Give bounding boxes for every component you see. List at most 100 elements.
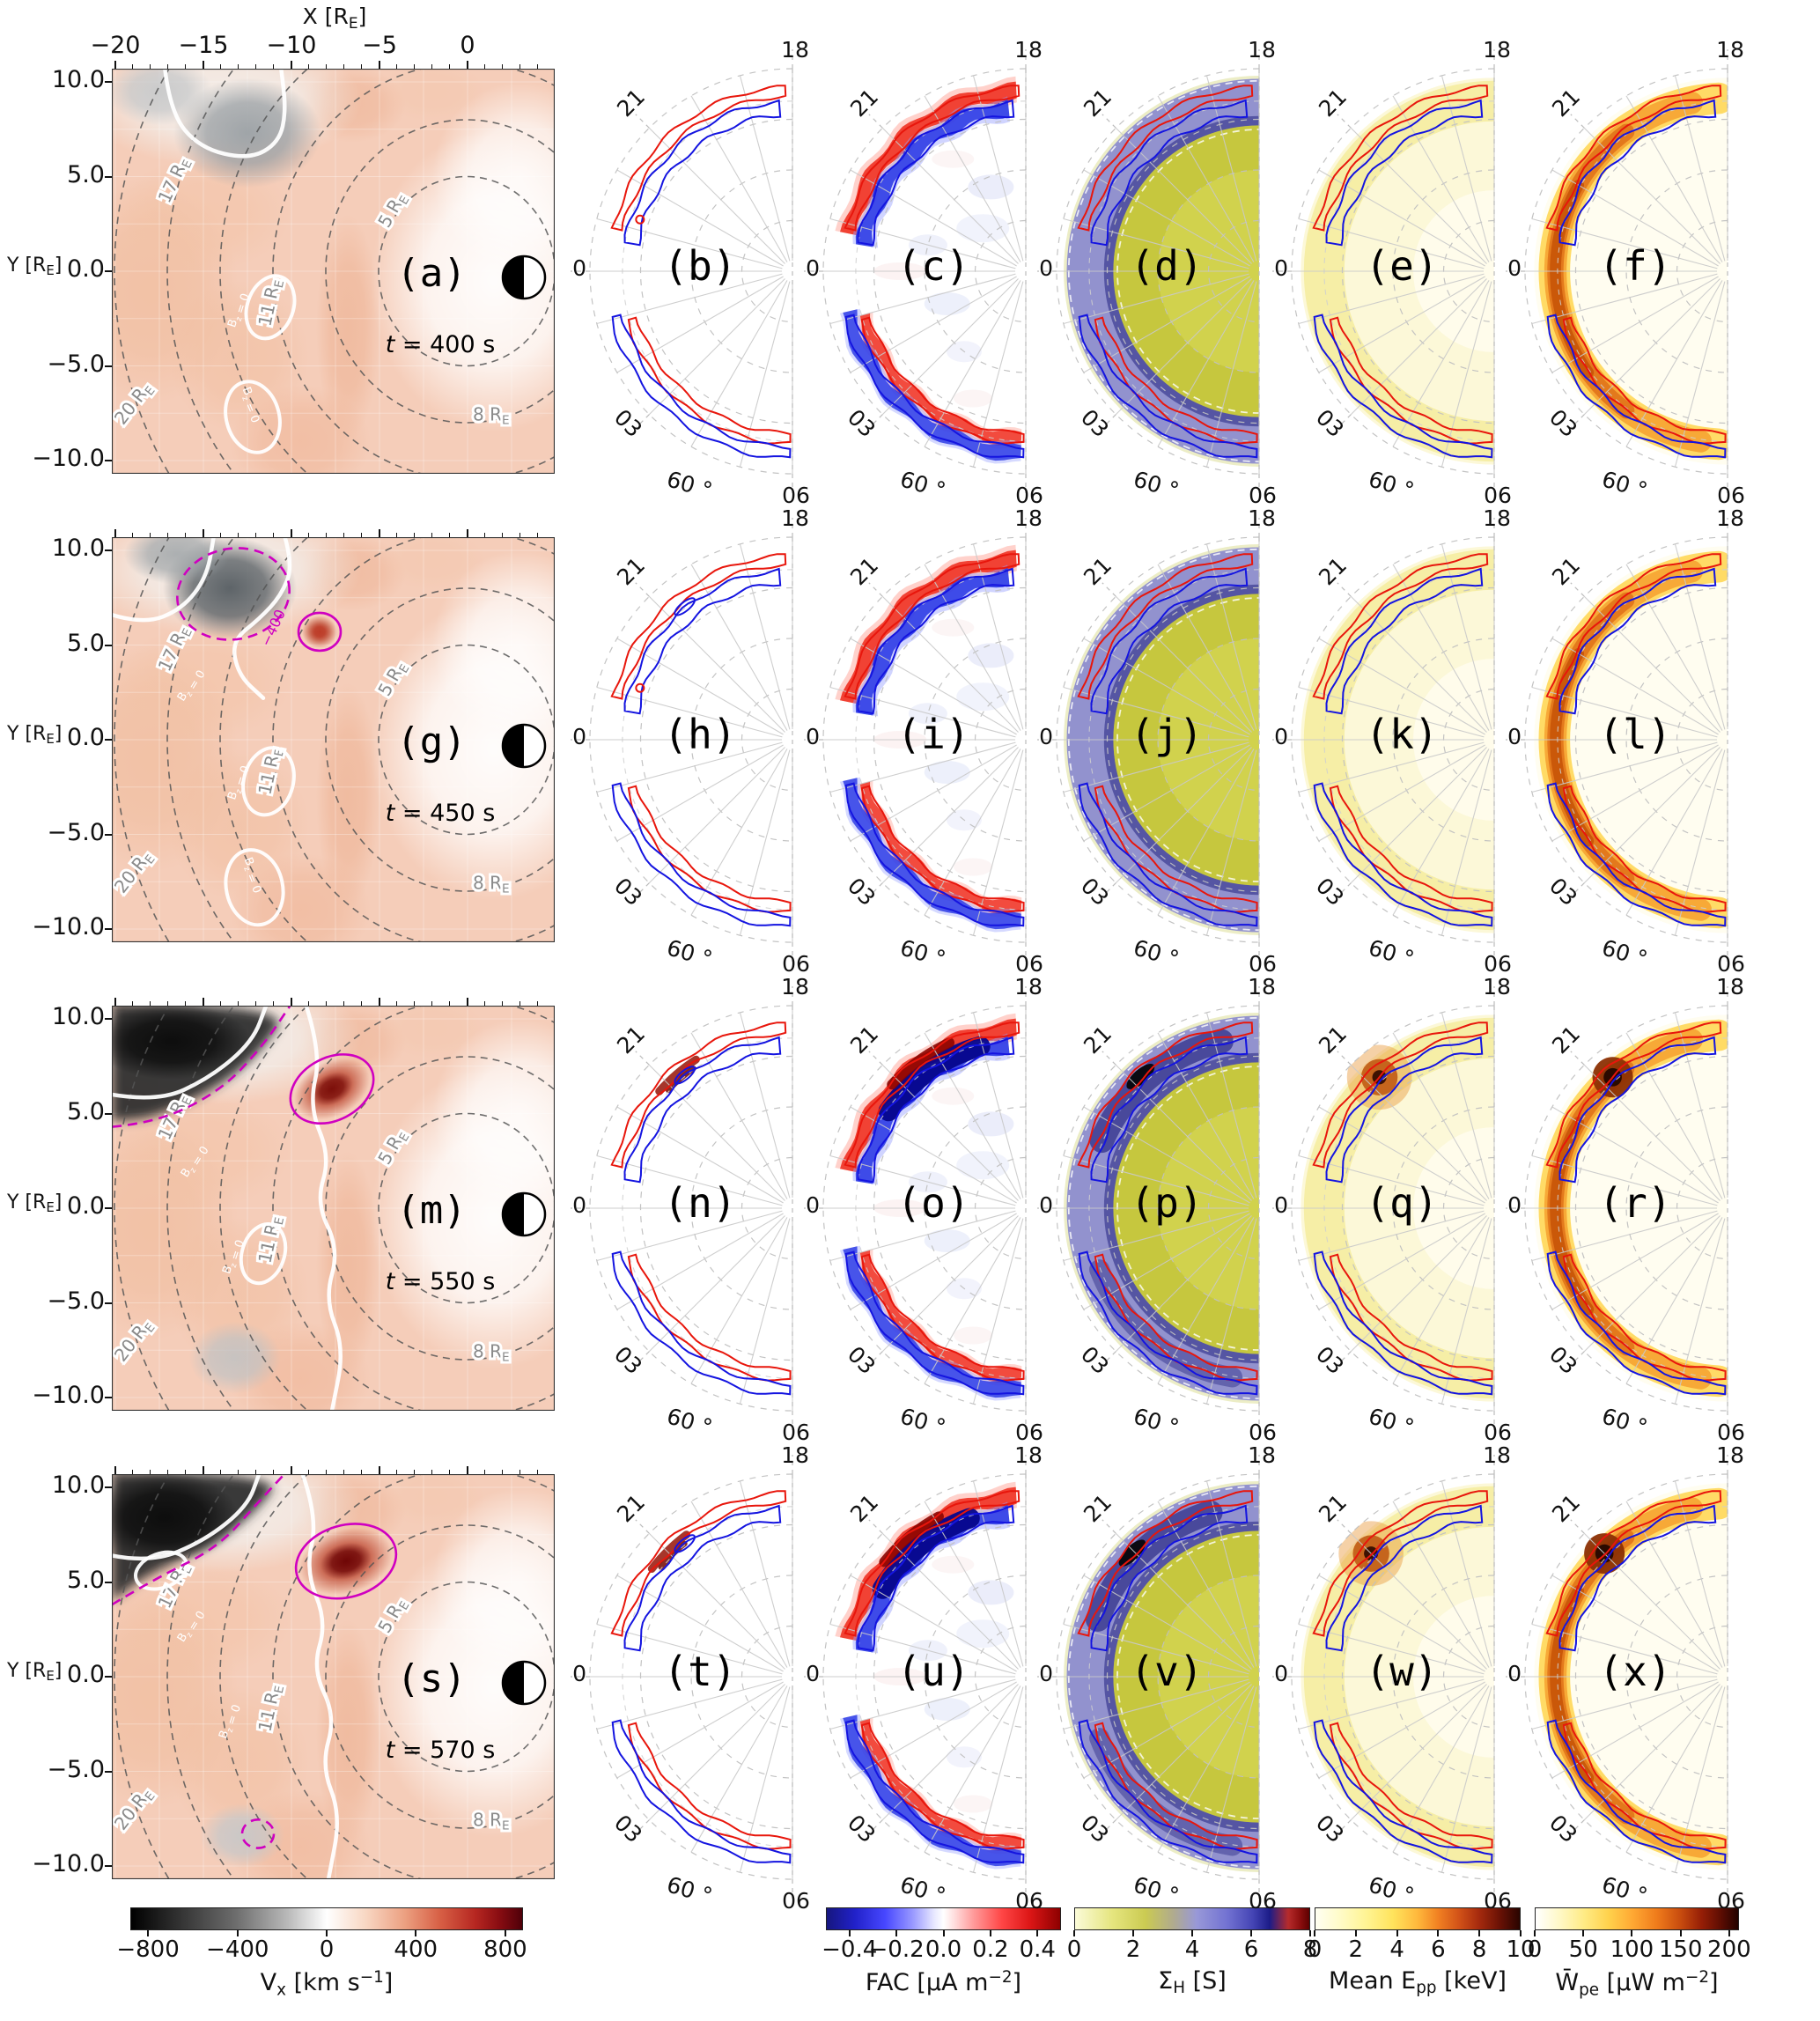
- mlt-label-06: 06: [1249, 951, 1277, 977]
- colorbar-tick-label: −800: [116, 1936, 180, 1963]
- y-tick-label: 5.0: [67, 160, 105, 188]
- mlt-spoke: [690, 1217, 788, 1384]
- x-tick-mark: [238, 1470, 239, 1474]
- mlt-spoke: [1205, 281, 1257, 468]
- downward-fac-contour-dawn: [1313, 1250, 1493, 1396]
- x-tick-mark: [238, 533, 239, 537]
- y-tick-mark: [105, 1676, 112, 1678]
- colorbar-tick-label: 0.2: [972, 1936, 1009, 1963]
- fac-contours: [1312, 1022, 1493, 1396]
- mlt-spoke: [1441, 1686, 1492, 1873]
- mlt-spoke: [1674, 1686, 1726, 1873]
- label-segment: ]: [54, 1660, 63, 1682]
- x-axis-title: X [RE]: [220, 4, 449, 33]
- mlt-spoke: [972, 1012, 1024, 1199]
- upward-fac-contour-dusk: [610, 85, 787, 232]
- fac-contours: [1545, 1490, 1727, 1864]
- x-tick-mark: [343, 1001, 344, 1006]
- mlt-spoke: [1583, 127, 1721, 264]
- mlt-spoke-extension: [1102, 1519, 1116, 1534]
- x-tick-mark: [255, 1470, 256, 1474]
- mlt-spoke-extension: [868, 582, 883, 597]
- bz-zero-contour: [300, 1474, 339, 1879]
- mlt-spoke: [739, 1480, 791, 1667]
- upward-fac-contour-dusk: [1545, 1022, 1722, 1169]
- mlt-spoke: [1350, 1215, 1487, 1353]
- polar-panel-(q): 18 21 0 03 06 60 ° (q): [1255, 972, 1554, 1465]
- vx-map-panel-(a): 5 RE 8 RE 11 RE 17 RE 20 RE Bz = 0 Bz = 0 (a) t …: [111, 68, 556, 475]
- x-tick-mark: [308, 1001, 309, 1006]
- x-tick-mark: [255, 533, 256, 537]
- color-blob: [200, 1803, 284, 1869]
- mlt-label-18: 18: [1014, 974, 1043, 999]
- label-segment: pe: [1579, 1980, 1600, 2000]
- polar-panel-(i): 18 21 0 03 06 60 ° (i): [786, 504, 1086, 997]
- mlt-spoke: [690, 1501, 788, 1668]
- fac-contours: [1077, 85, 1258, 459]
- color-blob: [310, 623, 329, 641]
- colorbar-tick: [326, 1930, 328, 1936]
- mlt-spoke-extension: [1570, 1051, 1585, 1066]
- mlt-spoke: [739, 543, 791, 730]
- mlt-spoke: [1063, 1623, 1249, 1675]
- polar-panel-(d): 18 21 0 03 06 60 ° (d): [1020, 35, 1319, 528]
- color-blob: [112, 1474, 239, 1563]
- colorbar-tick: [1534, 1930, 1536, 1936]
- latitude-ring: [1291, 1005, 1495, 1412]
- mlt-spoke: [924, 1032, 1021, 1199]
- downward-fac-contour-dusk: [1558, 99, 1717, 247]
- mlt-spoke: [1625, 1032, 1723, 1199]
- fac-downward-band: [843, 1715, 1021, 1867]
- colorbar-tick-label: 4: [1184, 1936, 1200, 1963]
- colorbar-tick: [1582, 1930, 1585, 1936]
- label-segment: [keV]: [1436, 1967, 1507, 1995]
- mlt-spoke-extension: [1102, 582, 1116, 597]
- mlt-spoke: [1674, 749, 1726, 936]
- mlt-spoke: [1392, 1217, 1490, 1384]
- y-tick-mark: [105, 1112, 112, 1115]
- panel-letter: (k): [1365, 711, 1439, 758]
- mlt-spoke: [972, 1686, 1024, 1873]
- x-tick-mark: [449, 1001, 450, 1006]
- y-tick-label: 10.0: [51, 535, 105, 562]
- bz-zero-loop: [224, 380, 282, 454]
- panel-letter: (m): [396, 1188, 467, 1233]
- color-blob: [379, 69, 485, 122]
- x-tick-mark: [132, 533, 133, 537]
- x-tick-mark: [185, 64, 186, 69]
- polar-panel-(f): 18 21 0 03 06 60 ° (f): [1488, 35, 1787, 528]
- mlt-label-00: 0: [1274, 1192, 1288, 1218]
- polar-grid: [1506, 1455, 1728, 1899]
- x-tick-mark: [467, 1466, 468, 1474]
- polar-panel-(r): 18 21 0 03 06 60 ° (r): [1488, 972, 1787, 1465]
- mlt-spoke: [1392, 280, 1490, 447]
- mlt-spoke: [972, 1480, 1024, 1667]
- polar-plot-wpe: [1506, 518, 1728, 962]
- half-moon-icon: [501, 723, 547, 769]
- vx-minus400-contour: [112, 1006, 292, 1128]
- label-segment: z: [239, 395, 249, 402]
- mlt-label-00: 0: [1039, 255, 1053, 281]
- mlt-label-18: 18: [1014, 37, 1043, 63]
- map-frame: [111, 1473, 556, 1880]
- mlt-label-00: 0: [1507, 1192, 1522, 1218]
- mlt-label-18: 18: [1248, 505, 1276, 531]
- mlt-spoke: [850, 1213, 1017, 1310]
- y-tick-label: −5.0: [47, 1287, 105, 1315]
- panel-letter: (r): [1598, 1179, 1672, 1227]
- mlt-spoke: [1350, 127, 1487, 264]
- mlt-spoke: [1674, 1012, 1726, 1199]
- label-segment: E: [502, 881, 510, 896]
- polar-grid: [1272, 49, 1495, 493]
- fac-mottle: [932, 150, 975, 168]
- vx-minus400-contour: [112, 1474, 286, 1606]
- downward-fac-contour-dawn: [1078, 1719, 1258, 1864]
- polar-panel-(u): 18 21 0 03 06 60 ° (u): [786, 1441, 1086, 1934]
- mlt-spoke: [1392, 95, 1490, 262]
- fac-downward-band: [843, 1246, 1021, 1398]
- panel-letter: (n): [663, 1179, 737, 1227]
- polar-plot-lines: [571, 1455, 793, 1899]
- downward-fac-contour-dawn: [1078, 313, 1258, 459]
- polar-grid: [1506, 49, 1728, 493]
